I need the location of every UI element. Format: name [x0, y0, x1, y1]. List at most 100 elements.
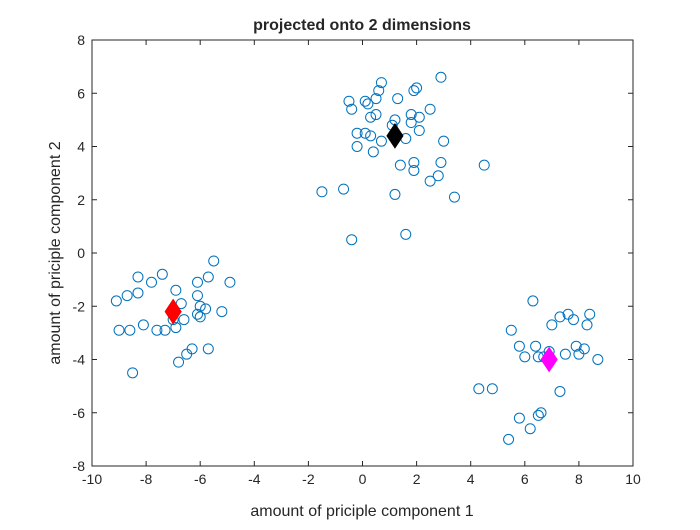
data-point	[413, 125, 425, 137]
data-point	[200, 303, 212, 315]
data-point	[121, 290, 133, 302]
data-point	[375, 77, 387, 89]
data-point	[478, 159, 490, 171]
data-point	[394, 159, 406, 171]
data-point	[110, 295, 122, 307]
data-point	[124, 324, 136, 336]
data-point	[373, 85, 385, 97]
centroid-marker	[164, 298, 182, 325]
data-point	[513, 412, 525, 424]
x-tick-label: -8	[140, 471, 153, 487]
data-point	[186, 343, 198, 355]
x-tick-label: -10	[82, 471, 102, 487]
data-point	[424, 175, 436, 187]
y-tick-label: 2	[77, 192, 85, 208]
data-point	[530, 340, 542, 352]
data-point	[389, 188, 401, 200]
data-point	[405, 109, 417, 121]
data-point	[584, 308, 596, 320]
data-point	[435, 156, 447, 168]
data-point	[413, 111, 425, 123]
y-tick-label: -6	[73, 405, 86, 421]
data-point	[132, 271, 144, 283]
data-point	[370, 93, 382, 105]
x-tick-label: 4	[467, 471, 475, 487]
data-point	[392, 93, 404, 105]
data-point	[191, 290, 203, 302]
data-point	[424, 103, 436, 115]
data-point	[191, 276, 203, 288]
data-point	[113, 324, 125, 336]
data-point	[173, 356, 185, 368]
data-point	[170, 322, 182, 334]
data-point	[365, 130, 377, 142]
data-point	[367, 146, 379, 158]
data-point	[527, 295, 539, 307]
y-axis-title: amount of priciple component 2	[47, 141, 64, 364]
x-tick-label: 2	[413, 471, 421, 487]
y-tick-label: -4	[73, 352, 86, 368]
x-tick-label: 6	[521, 471, 529, 487]
y-tick-label: -2	[73, 298, 86, 314]
data-point	[351, 141, 363, 152]
x-tick-label: 10	[625, 471, 641, 487]
data-point	[202, 271, 214, 283]
data-point	[408, 85, 420, 97]
data-point	[408, 156, 420, 168]
data-point	[338, 183, 350, 195]
data-point	[194, 300, 206, 312]
data-point	[554, 311, 566, 323]
data-point	[448, 191, 460, 203]
data-point	[159, 324, 171, 336]
data-point	[532, 409, 544, 421]
data-point	[127, 367, 139, 379]
data-point	[224, 276, 236, 288]
centroid-markers	[164, 122, 558, 373]
centroid-marker	[386, 122, 404, 149]
x-tick-label: -6	[194, 471, 207, 487]
data-point	[432, 170, 444, 182]
data-point	[146, 276, 158, 288]
data-point	[570, 340, 582, 352]
x-tick-label: -4	[248, 471, 261, 487]
data-point	[581, 319, 593, 331]
data-point	[592, 354, 604, 365]
data-point	[194, 311, 206, 323]
data-point	[524, 423, 536, 435]
data-point	[346, 103, 358, 115]
data-point	[137, 319, 149, 331]
data-point	[351, 127, 363, 139]
data-point	[473, 383, 485, 395]
data-point	[316, 186, 328, 198]
data-point	[411, 82, 423, 94]
data-point	[202, 343, 214, 355]
data-point	[578, 343, 590, 355]
x-tick-label: 8	[575, 471, 583, 487]
data-point	[559, 348, 571, 360]
data-point	[486, 383, 498, 395]
data-point	[375, 135, 387, 147]
y-tick-label: 8	[77, 32, 85, 48]
data-point	[170, 284, 182, 296]
data-point	[519, 351, 531, 363]
data-point	[359, 95, 371, 107]
chart-title: projected onto 2 dimensions	[253, 17, 471, 34]
data-point	[546, 319, 558, 331]
x-axis-title: amount of priciple component 1	[250, 503, 473, 520]
x-tick-label: 0	[359, 471, 367, 487]
data-point	[370, 109, 382, 121]
data-point	[365, 111, 377, 123]
data-point	[216, 306, 228, 318]
y-tick-label: 0	[77, 245, 85, 261]
data-point	[151, 324, 163, 336]
data-point	[343, 95, 355, 107]
plot-area	[92, 40, 633, 466]
data-point	[359, 127, 371, 139]
data-point	[400, 228, 412, 240]
data-point	[362, 98, 374, 110]
data-point	[535, 407, 547, 419]
data-point	[554, 385, 566, 397]
